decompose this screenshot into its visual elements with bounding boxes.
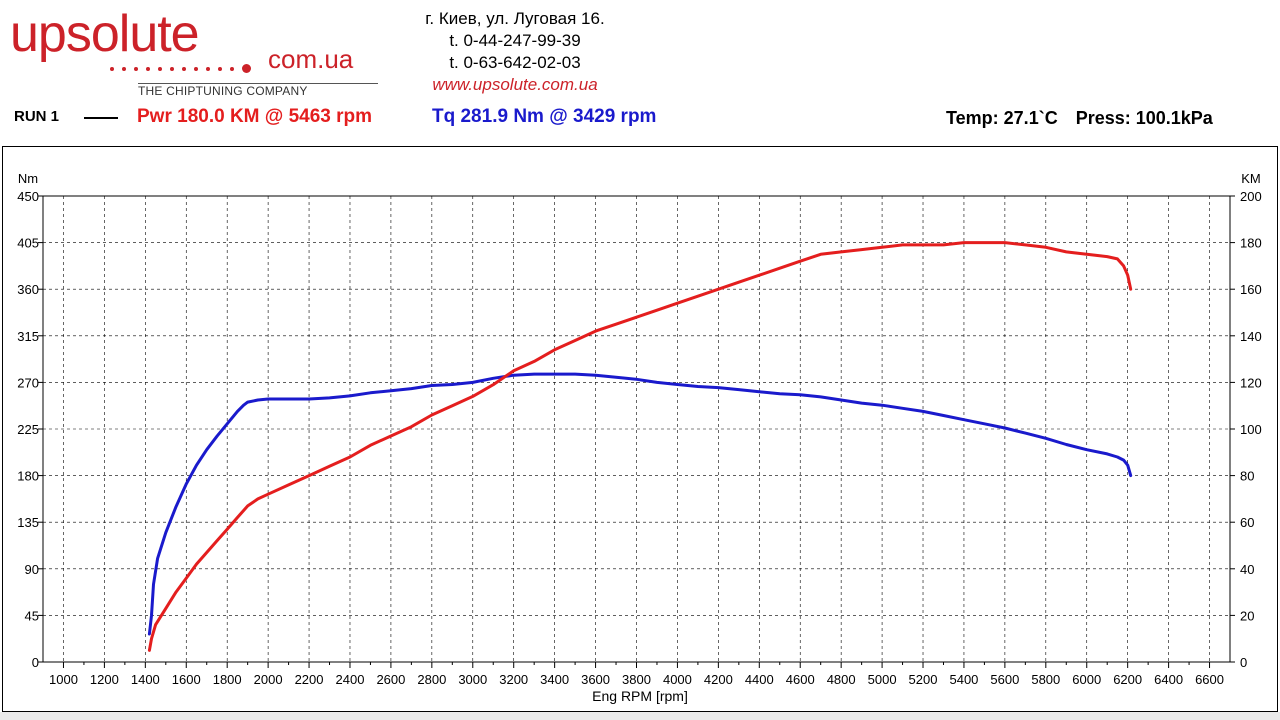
address-text: г. Киев, ул. Луговая 16. [425, 9, 605, 28]
logo-tagline: THE CHIPTUNING COMPANY [138, 83, 378, 98]
phone-2: t. 0-63-642-02-03 [449, 53, 581, 72]
company-logo: upsolute com.ua THE CHIPTUNING COMPANY [10, 5, 390, 100]
x-tick-label: 6200 [1113, 672, 1142, 687]
y-right-axis-title: KM [1241, 171, 1261, 186]
x-tick-label: 4600 [786, 672, 815, 687]
x-tick-label: 2200 [295, 672, 324, 687]
x-tick-label: 5200 [909, 672, 938, 687]
phone-1: t. 0-44-247-99-39 [449, 31, 581, 50]
torque-summary: Tq 281.9 Nm @ 3429 rpm [432, 106, 657, 127]
y-left-tick-label: 360 [17, 282, 39, 297]
x-tick-label: 6000 [1072, 672, 1101, 687]
y-right-tick-label: 0 [1240, 655, 1247, 670]
x-tick-label: 1800 [213, 672, 242, 687]
y-right-tick-label: 60 [1240, 515, 1254, 530]
power-curve [147, 241, 1133, 652]
x-tick-label: 2600 [376, 672, 405, 687]
bottom-scrollbar [0, 712, 1280, 720]
plot-area-border [42, 195, 1231, 663]
y-right-tick-label: 160 [1240, 282, 1262, 297]
logo-domain: com.ua [268, 44, 354, 74]
x-tick-label: 5800 [1031, 672, 1060, 687]
x-tick-label: 1400 [131, 672, 160, 687]
y-left-tick-label: 225 [17, 422, 39, 437]
x-tick-label: 1000 [49, 672, 78, 687]
y-left-tick-label: 450 [17, 189, 39, 204]
chart-frame [2, 146, 1278, 712]
website-link[interactable]: www.upsolute.com.ua [432, 75, 598, 94]
torque-curve [147, 372, 1133, 636]
y-right-tick-label: 140 [1240, 329, 1262, 344]
y-right-tick-label: 40 [1240, 562, 1254, 577]
logo-dots-decoration [110, 60, 280, 74]
contact-block: г. Киев, ул. Луговая 16. t. 0-44-247-99-… [400, 8, 630, 96]
x-tick-label: 4000 [663, 672, 692, 687]
run-legend-line [84, 117, 118, 119]
y-left-tick-label: 90 [25, 562, 39, 577]
x-tick-label: 4800 [827, 672, 856, 687]
x-tick-label: 5000 [868, 672, 897, 687]
pressure-readout: Press: 100.1kPa [1075, 108, 1213, 128]
x-tick-label: 5600 [990, 672, 1019, 687]
y-left-tick-label: 0 [32, 655, 39, 670]
y-right-tick-label: 20 [1240, 608, 1254, 623]
logo-wordmark: upsolute [10, 5, 200, 63]
x-tick-label: 3400 [540, 672, 569, 687]
x-tick-label: 6400 [1154, 672, 1183, 687]
temperature-readout: Temp: 27.1`C [946, 108, 1058, 128]
x-tick-label: 3200 [499, 672, 528, 687]
x-axis-title: Eng RPM [rpm] [592, 688, 688, 704]
x-tick-label: 3800 [622, 672, 651, 687]
y-left-tick-label: 315 [17, 329, 39, 344]
x-tick-label: 3000 [458, 672, 487, 687]
power-summary: Pwr 180.0 KM @ 5463 rpm [137, 106, 373, 127]
y-left-axis-title: Nm [18, 171, 38, 186]
x-tick-label: 4200 [704, 672, 733, 687]
y-left-tick-label: 180 [17, 469, 39, 484]
y-right-tick-label: 180 [1240, 236, 1262, 251]
y-right-tick-label: 200 [1240, 189, 1262, 204]
y-right-tick-label: 100 [1240, 422, 1262, 437]
x-tick-label: 2000 [254, 672, 283, 687]
y-left-tick-label: 405 [17, 236, 39, 251]
x-tick-label: 5400 [949, 672, 978, 687]
y-right-tick-label: 80 [1240, 469, 1254, 484]
y-left-tick-label: 45 [25, 608, 39, 623]
y-left-tick-label: 270 [17, 375, 39, 390]
x-tick-label: 2800 [417, 672, 446, 687]
x-tick-label: 3600 [581, 672, 610, 687]
run-label: RUN 1 [14, 108, 60, 125]
x-tick-label: 1600 [172, 672, 201, 687]
environment-readout: Temp: 27.1`C Press: 100.1kPa [946, 108, 1213, 129]
y-right-tick-label: 120 [1240, 375, 1262, 390]
y-left-tick-label: 135 [17, 515, 39, 530]
x-tick-label: 1200 [90, 672, 119, 687]
x-tick-label: 2400 [336, 672, 365, 687]
x-tick-label: 4400 [745, 672, 774, 687]
x-tick-label: 6600 [1195, 672, 1224, 687]
